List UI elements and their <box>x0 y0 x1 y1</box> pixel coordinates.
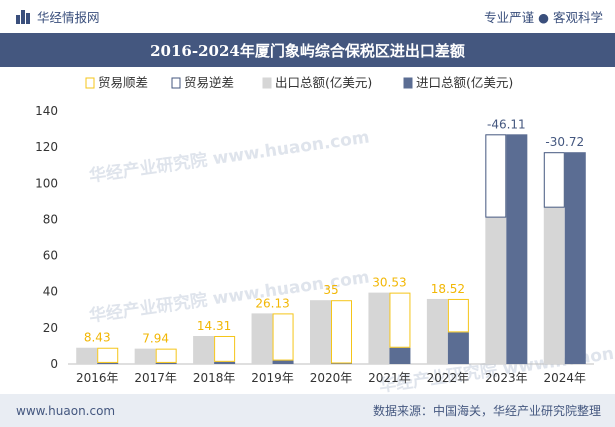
y-tick-label: 20 <box>43 321 58 335</box>
surplus-outline <box>97 347 119 363</box>
import-bar <box>214 361 236 364</box>
import-bar <box>389 347 411 364</box>
y-tick-label: 60 <box>43 249 58 263</box>
balance-label: 7.94 <box>142 332 169 346</box>
legend-label-1: 贸易逆差 <box>184 75 234 90</box>
balance-label: -46.11 <box>487 117 526 131</box>
axes: 0 20 40 60 80 100 120 140 2016年 2017年 2018年 2019年 20… <box>35 104 594 385</box>
legend: 贸易顺差 贸易逆差 出口总额(亿美元) 进口总额(亿美元) <box>85 75 513 90</box>
deficit-outline <box>543 152 565 208</box>
export-bar <box>368 292 390 364</box>
x-tick-label: 2021年 <box>368 371 411 385</box>
x-tick-label: 2020年 <box>310 371 353 385</box>
import-bar <box>447 332 469 364</box>
export-bar <box>251 313 273 364</box>
surplus-outline <box>272 313 294 361</box>
legend-label-2: 出口总额(亿美元) <box>275 75 372 90</box>
export-bar <box>193 335 215 364</box>
import-bar <box>506 134 528 364</box>
bar-logo-icon <box>16 9 31 24</box>
x-tick-label: 2019年 <box>251 371 294 385</box>
import-bar <box>564 152 586 364</box>
bars <box>76 134 586 364</box>
tagline: 专业严谨 ● 客观科学 <box>484 10 603 25</box>
website-link[interactable]: www.huaon.com <box>16 403 116 418</box>
data-source: 数据来源：中国海关，华经产业研究院整理 <box>372 404 601 418</box>
data-labels: 8.43 7.94 14.31 26.13 35 30.53 18.52 -46.11 -30.… <box>84 117 584 345</box>
x-tick-label: 2023年 <box>485 371 528 385</box>
legend-swatch-0 <box>85 77 95 89</box>
top-bar: 华经情报网 专业严谨 ● 客观科学 <box>0 0 615 33</box>
footer: www.huaon.com 数据来源：中国海关，华经产业研究院整理 <box>0 394 615 427</box>
export-bar <box>485 217 507 364</box>
y-tick-label: 0 <box>50 357 58 371</box>
export-bar <box>543 207 565 364</box>
y-tick-label: 120 <box>35 140 58 154</box>
legend-label-0: 贸易顺差 <box>98 75 148 90</box>
import-bar <box>155 362 177 364</box>
surplus-outline <box>155 348 177 363</box>
y-tick-label: 140 <box>35 104 58 118</box>
balance-label: -30.72 <box>545 135 584 149</box>
legend-swatch-2 <box>262 77 272 89</box>
export-bar <box>76 347 98 364</box>
balance-label: 18.52 <box>431 282 465 296</box>
legend-swatch-1 <box>171 77 181 89</box>
import-bar <box>97 362 119 364</box>
x-tick-label: 2017年 <box>134 371 177 385</box>
import-bar <box>331 363 352 364</box>
deficit-outline <box>485 134 507 218</box>
y-tick-label: 40 <box>43 285 58 299</box>
x-tick-label: 2018年 <box>193 371 236 385</box>
chart-title: 2016-2024年厦门象屿综合保税区进出口差额 <box>0 33 615 67</box>
export-bar <box>310 300 331 364</box>
surplus-outline <box>447 298 469 333</box>
surplus-outline <box>331 300 352 364</box>
y-tick-label: 80 <box>43 212 58 226</box>
export-bar <box>426 298 448 364</box>
brand-name: 华经情报网 <box>37 10 100 25</box>
x-tick-label: 2016年 <box>76 371 119 385</box>
brand: 华经情报网 <box>16 7 100 26</box>
balance-label: 26.13 <box>255 296 289 310</box>
watermark-text-0: 华经产业研究院 www.huaon.com <box>88 126 371 186</box>
x-tick-label: 2024年 <box>544 371 587 385</box>
balance-label: 35 <box>323 283 338 297</box>
balance-label: 14.31 <box>197 319 231 333</box>
balance-label: 30.53 <box>372 276 406 290</box>
legend-label-3: 进口总额(亿美元) <box>416 75 513 90</box>
import-bar <box>272 360 294 364</box>
y-tick-label: 100 <box>35 176 58 190</box>
surplus-outline <box>214 335 236 362</box>
balance-label: 8.43 <box>84 331 111 345</box>
export-bar <box>134 348 156 364</box>
surplus-outline <box>389 292 411 348</box>
x-tick-label: 2022年 <box>427 371 470 385</box>
legend-swatch-3 <box>403 77 413 89</box>
